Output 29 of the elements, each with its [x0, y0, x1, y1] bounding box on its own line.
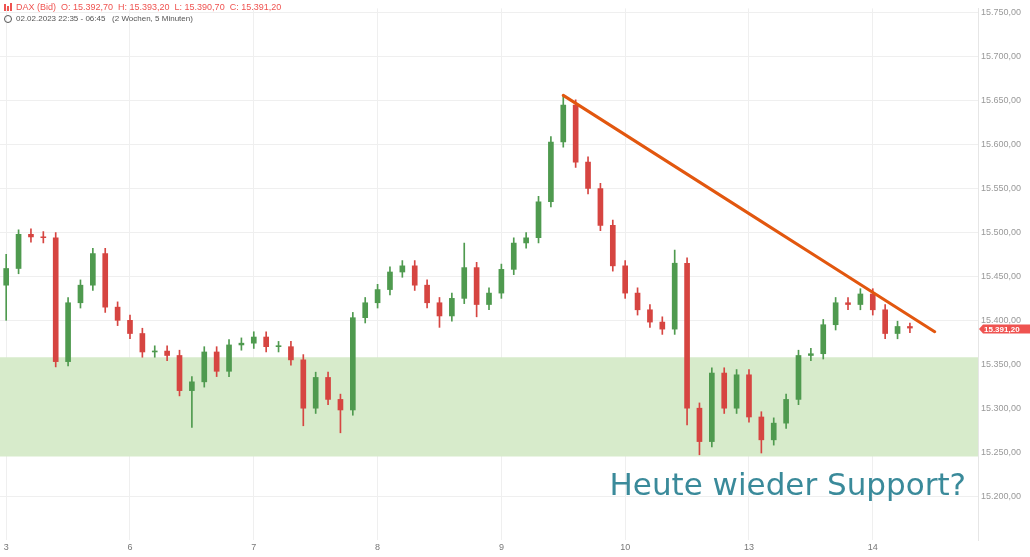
- candlestick: [845, 297, 851, 311]
- x-tick-label: 9: [498, 541, 504, 552]
- y-tick-label: 15.350,00: [981, 358, 1022, 369]
- text: 02.02.2023 22:35 - 06:45 (2 Wochen, 5 Minuten): [16, 14, 193, 23]
- x-tick-label: 14: [867, 541, 878, 552]
- y-tick-label: 15.650,00: [981, 95, 1022, 106]
- chart-title: DAX (Bid) O: 15.392,70 H: 15.393,20 L: 15.390,70 C: 15.391,20: [16, 2, 282, 12]
- y-tick-label: 15.300,00: [981, 402, 1022, 413]
- x-tick-label: 3: [3, 541, 9, 552]
- y-tick-label: 15.250,00: [981, 446, 1022, 457]
- x-tick-label: 6: [127, 541, 133, 552]
- y-tick-label: 15.400,00: [981, 314, 1022, 325]
- candlestick: [40, 231, 47, 244]
- y-tick-label: 15.750,00: [981, 7, 1022, 18]
- y-tick-label: 15.200,00: [981, 490, 1022, 501]
- y-tick-label: 15.550,00: [981, 183, 1022, 194]
- x-tick-label: 8: [375, 541, 381, 552]
- candlestick: [808, 348, 814, 362]
- y-tick-label: 15.700,00: [981, 51, 1022, 62]
- candlestick: [907, 322, 913, 333]
- annotation: Heute wieder Support?: [609, 466, 966, 502]
- x-tick-label: 7: [251, 541, 257, 552]
- y-tick-label: 15.500,00: [981, 226, 1022, 237]
- x-tick-label: 10: [620, 541, 631, 552]
- candlestick: [189, 376, 195, 428]
- x-tick-label: 13: [743, 541, 754, 552]
- text: 15.391,20: [984, 324, 1021, 334]
- y-tick-label: 15.600,00: [981, 139, 1022, 150]
- y-tick-label: 15.450,00: [981, 270, 1022, 281]
